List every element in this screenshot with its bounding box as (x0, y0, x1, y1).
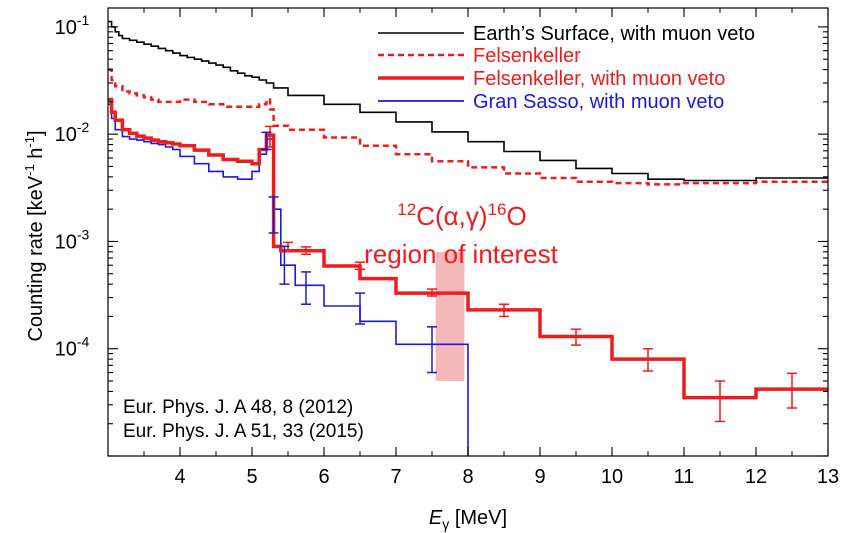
x-tick-label: 11 (674, 466, 695, 488)
error-bar-s2-8 (715, 380, 725, 423)
roi-annotation-line1: 12C(α,γ)16O (397, 200, 526, 231)
y-axis-label-exp1: -1 (22, 164, 37, 176)
x-tick-label: 4 (174, 466, 185, 488)
x-axis-label-unit: [MeV] (449, 507, 507, 529)
x-tick-label: 10 (601, 466, 623, 488)
y-tick-label-exponent: -2 (77, 119, 90, 135)
series-line-2 (108, 97, 828, 400)
plot-frame (107, 7, 829, 457)
x-tick-label: 8 (462, 466, 473, 488)
y-tick-label: 10-2 (55, 119, 90, 146)
y-tick-label: 10-3 (55, 226, 90, 253)
x-tick-label: 6 (318, 466, 329, 488)
error-bar-s2-6 (571, 328, 581, 346)
x-axis-label: Eγ [MeV] (429, 507, 507, 532)
y-tick-label-exponent: -3 (77, 226, 90, 242)
error-bar-s2-7 (643, 347, 653, 372)
error-bar-s3-1 (268, 196, 279, 234)
series-layer (108, 20, 828, 456)
legend-label-gran-sasso: Gran Sasso, with muon veto (473, 91, 724, 113)
roi-annotation-line2: region of interest (364, 239, 558, 269)
y-axis-label-suffix: ] (25, 130, 47, 136)
error-bar-s3-3 (301, 271, 311, 305)
roi-reaction: C(α,γ) (416, 201, 487, 231)
legend-label-earth: Earth’s Surface, with muon veto (473, 23, 755, 45)
legend: Earth’s Surface, with muon veto Felsenke… (378, 23, 755, 113)
series-line-3 (108, 103, 469, 456)
error-bar-s3-4 (355, 292, 365, 325)
y-axis-label-mid: h (25, 148, 47, 165)
roi-oxygen: O (506, 201, 526, 231)
y-axis-label-exp2: -1 (22, 136, 37, 148)
series-line-0 (108, 20, 828, 182)
y-tick-label-base: 10 (55, 231, 77, 253)
x-tick-label: 12 (745, 466, 767, 488)
legend-label-felsenkeller: Felsenkeller (473, 45, 581, 67)
error-bar-s2-9 (787, 372, 797, 409)
roi-mass-16: 16 (488, 200, 507, 219)
x-tick-label: 9 (534, 466, 545, 488)
roi-mass-12: 12 (397, 200, 416, 219)
error-bar-s3-5 (427, 326, 437, 374)
series-line-1 (108, 68, 828, 186)
x-axis-label-subscript: γ (442, 516, 449, 532)
y-tick-label-base: 10 (55, 17, 77, 39)
y-tick-label-exponent: -4 (77, 334, 90, 350)
region-layer (435, 251, 465, 382)
y-axis-label-prefix: Counting rate [keV (25, 175, 47, 341)
x-tick-label: 5 (246, 466, 257, 488)
legend-label-felsenkeller-veto: Felsenkeller, with muon veto (473, 68, 725, 90)
y-tick-label-base: 10 (55, 124, 77, 146)
y-tick-label-base: 10 (55, 339, 77, 361)
reference-1: Eur. Phys. J. A 48, 8 (2012) (123, 397, 353, 418)
y-axis-label: Counting rate [keV-1 h-1] (22, 130, 47, 341)
roi-highlight-box (435, 251, 465, 382)
y-tick-label-exponent: -1 (77, 12, 90, 28)
x-tick-label: 13 (817, 466, 839, 488)
y-tick-label: 10-1 (55, 12, 90, 39)
error-bar-s2-4 (427, 288, 437, 297)
error-bar-s2-2 (301, 246, 311, 255)
reference-2: Eur. Phys. J. A 51, 33 (2015) (123, 421, 364, 442)
errorbar-layer (261, 125, 797, 423)
x-tick-label: 7 (390, 466, 401, 488)
x-axis-label-symbol: E (429, 507, 443, 529)
error-bar-s2-5 (499, 303, 509, 318)
roi-annotation: 12C(α,γ)16O region of interest (364, 200, 558, 269)
error-bar-s2-3 (355, 261, 365, 271)
error-bar-s3-0 (261, 131, 272, 151)
error-bar-s3-2 (279, 245, 290, 285)
y-tick-label: 10-4 (55, 334, 90, 361)
